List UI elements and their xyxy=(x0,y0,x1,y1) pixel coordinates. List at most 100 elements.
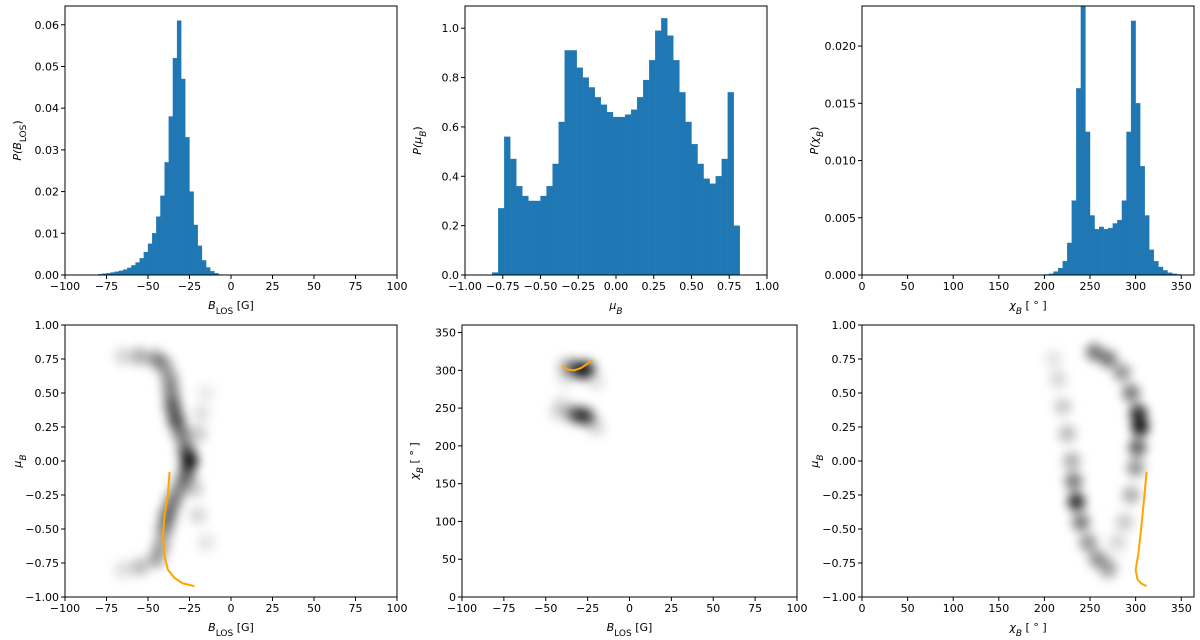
y-tick-label: 0.03 xyxy=(35,144,60,157)
x-tick-label: 0 xyxy=(228,602,235,615)
x-tick-label: 0 xyxy=(626,602,633,615)
axes-frame xyxy=(861,5,1195,276)
bar xyxy=(655,30,662,275)
density-cell xyxy=(1122,384,1141,402)
label-part: [G] xyxy=(233,621,254,634)
plot-area xyxy=(550,357,605,436)
x-tick-label: −50 xyxy=(136,602,159,615)
bar xyxy=(721,158,728,275)
x-tick-label: 200 xyxy=(1034,280,1055,293)
bar xyxy=(193,224,198,275)
curve xyxy=(561,359,594,372)
x-axis-label: μB xyxy=(608,299,622,317)
label-part: ) xyxy=(11,120,24,124)
bar xyxy=(1130,20,1136,275)
density-cell xyxy=(1112,363,1131,382)
bar xyxy=(1062,261,1068,275)
density-cell xyxy=(152,536,171,555)
bar xyxy=(570,50,577,275)
bar xyxy=(1144,215,1150,275)
y-tick-label: 0.8 xyxy=(442,72,460,85)
y-tick-label: 0.50 xyxy=(832,387,857,400)
label-part: χ xyxy=(1008,299,1016,312)
x-tick-label: 0 xyxy=(859,602,866,615)
density-cell xyxy=(1131,418,1150,436)
bar xyxy=(697,163,704,275)
label-part: B xyxy=(816,454,826,460)
density-cell xyxy=(163,397,182,416)
axes-frame xyxy=(64,5,398,276)
bar xyxy=(143,251,149,275)
density-cell xyxy=(155,356,174,375)
x-tick-label: 50 xyxy=(901,602,915,615)
bar xyxy=(667,35,674,275)
density-cell xyxy=(197,533,216,552)
x-tick-label: −0.25 xyxy=(561,280,595,293)
panel: −1.00 −0.75 −0.50 −0.25 0.00 0.25 0.50 0.75 1.00… xyxy=(411,5,779,317)
bar xyxy=(1162,270,1168,275)
y-tick-label: 0.50 xyxy=(35,387,60,400)
bar xyxy=(673,60,680,275)
bar xyxy=(1085,131,1091,275)
y-tick-label: 1.00 xyxy=(35,319,60,332)
density-cell xyxy=(188,506,207,525)
density-cell xyxy=(587,372,605,391)
density-cell xyxy=(130,558,149,577)
label-part: ) xyxy=(411,126,424,130)
bar xyxy=(727,92,734,275)
x-tick-label: 75 xyxy=(748,602,762,615)
label-part: [G] xyxy=(632,621,653,634)
bar xyxy=(504,136,511,275)
y-tick-label: 0.020 xyxy=(825,40,857,53)
density-cell xyxy=(172,424,191,443)
x-tick-label: −50 xyxy=(534,602,557,615)
x-axis-label: χB [ ° ] xyxy=(1008,299,1046,317)
y-tick-label: 0.0 xyxy=(442,269,460,282)
density-cell xyxy=(188,424,207,443)
y-axis-label: χB [ ° ] xyxy=(408,442,426,480)
panel: −100 −75 −50 −25 0 25 50 75 100 −1.00 −0.75 −0.50 −0… xyxy=(11,319,408,639)
density-cell xyxy=(1067,492,1086,511)
bar xyxy=(147,243,153,275)
curve xyxy=(1134,471,1148,588)
label-part: P(μ xyxy=(411,137,424,155)
plot-area xyxy=(1044,343,1150,588)
density-cell xyxy=(1064,472,1083,491)
bar xyxy=(214,273,219,275)
y-tick-label: 0.25 xyxy=(832,421,857,434)
bar xyxy=(189,191,194,275)
density-layer xyxy=(114,347,216,579)
label-part: B xyxy=(19,454,29,460)
bar xyxy=(1080,6,1086,275)
bar xyxy=(135,262,140,275)
y-tick-label: −1.00 xyxy=(25,591,59,604)
x-tick-label: 150 xyxy=(988,602,1009,615)
x-tick-label: 150 xyxy=(988,280,1009,293)
density-cell xyxy=(1128,438,1147,457)
bar xyxy=(679,92,686,275)
x-tick-label: −1.00 xyxy=(448,280,482,293)
x-tick-label: 25 xyxy=(266,280,280,293)
x-tick-label: −25 xyxy=(178,280,201,293)
density-cell xyxy=(197,384,216,402)
x-tick-label: −100 xyxy=(50,280,80,293)
curve xyxy=(161,471,195,588)
x-tick-label: −75 xyxy=(492,602,515,615)
x-tick-label: −50 xyxy=(136,280,159,293)
bar xyxy=(733,225,740,275)
density-cell xyxy=(1129,404,1148,423)
density-cell xyxy=(1049,370,1068,389)
y-tick-label: −0.50 xyxy=(25,523,59,536)
density-cell xyxy=(1085,343,1104,362)
bar xyxy=(522,195,529,275)
bar xyxy=(498,208,505,275)
y-tick-label: 350 xyxy=(435,327,456,340)
bar xyxy=(1158,266,1164,275)
bar xyxy=(181,78,186,275)
density-cell xyxy=(114,347,133,366)
bar xyxy=(1094,229,1100,275)
label-part: μ xyxy=(11,461,24,469)
y-axis-label: P(μB) xyxy=(411,126,429,154)
y-tick-label: 100 xyxy=(435,515,456,528)
